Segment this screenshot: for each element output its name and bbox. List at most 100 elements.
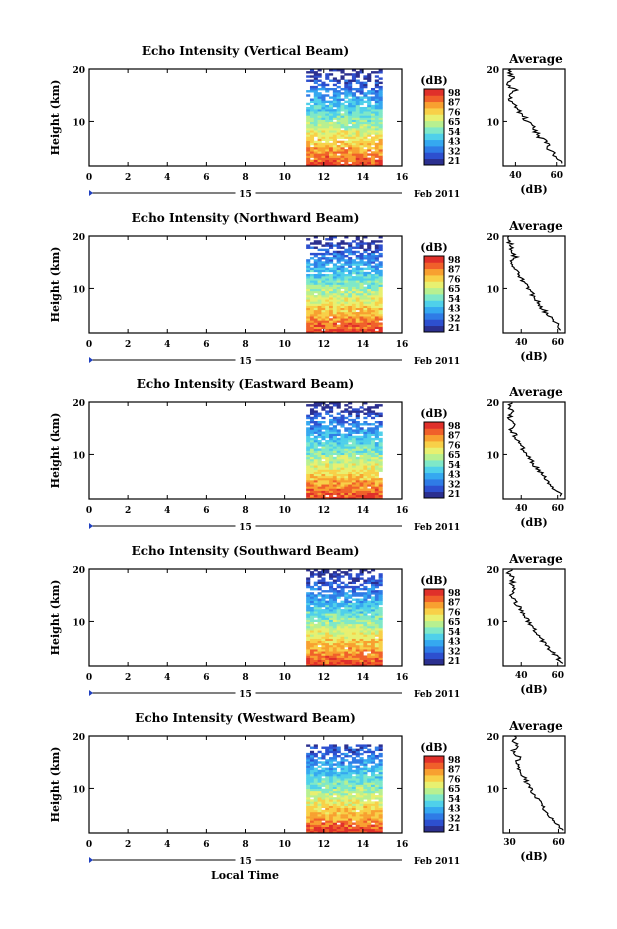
heatmap-cell xyxy=(348,469,353,472)
heatmap-cell xyxy=(370,769,376,773)
heatmap-cell xyxy=(374,807,379,811)
heatmap-cell xyxy=(378,496,383,500)
heatmap-cell xyxy=(309,625,315,629)
heatmap-cell xyxy=(378,824,383,827)
heatmap-cell xyxy=(329,611,334,614)
heatmap-cell xyxy=(378,433,383,437)
heatmap-cell xyxy=(378,252,383,256)
heatmap-cell xyxy=(321,477,326,481)
heatmap-cell xyxy=(363,604,368,608)
heatmap-cell xyxy=(332,297,337,300)
heatmap-cell xyxy=(306,456,311,460)
heatmap-cell xyxy=(363,316,368,319)
heatmap-cell xyxy=(332,786,337,790)
heatmap-cell xyxy=(336,790,341,794)
heatmap-cell xyxy=(344,602,349,606)
heatmap-cell xyxy=(363,109,368,112)
heatmap-cell xyxy=(313,115,318,118)
heatmap-cell xyxy=(313,288,318,292)
heatmap-cells xyxy=(306,744,383,834)
heatmap-cell xyxy=(370,276,376,279)
heatmap-cell xyxy=(336,328,341,332)
heatmap-cell xyxy=(313,826,318,830)
heatmap-cell xyxy=(355,242,360,245)
heatmap-cell xyxy=(363,628,368,631)
heatmap-cell xyxy=(374,450,379,453)
heatmap-cell xyxy=(378,653,383,656)
heatmap-cell xyxy=(306,477,311,481)
heatmap-cell xyxy=(359,98,364,101)
heatmap-cell xyxy=(344,408,349,411)
heatmap-cell xyxy=(351,778,357,781)
heatmap-cell xyxy=(340,263,345,266)
heatmap-cell xyxy=(348,625,353,629)
heatmap-cell xyxy=(325,269,330,273)
heatmap-cell xyxy=(355,630,360,633)
heatmap-cell xyxy=(363,254,368,258)
heatmap-cell xyxy=(367,242,372,245)
heatmap-cell xyxy=(321,577,326,580)
heatmap-cell xyxy=(363,488,368,491)
colorbar-tick-label: 76 xyxy=(448,608,461,618)
heatmap-cell xyxy=(321,286,326,290)
colorbar-swatch xyxy=(424,800,444,808)
heatmap-cell xyxy=(355,324,360,327)
heatmap-cell xyxy=(351,463,357,466)
heatmap-cell xyxy=(329,632,334,635)
heatmap-cell xyxy=(374,467,379,470)
heatmap-cell xyxy=(344,92,349,95)
heatmap-cell xyxy=(309,121,315,125)
heatmap-cell xyxy=(359,263,364,266)
profile-frame xyxy=(502,568,566,667)
heatmap-cell xyxy=(309,621,315,625)
heatmap-cell xyxy=(374,621,379,625)
heatmap-cell xyxy=(374,763,379,766)
heatmap-cell xyxy=(363,324,368,327)
heatmap-cell xyxy=(325,303,330,306)
heatmap-cell xyxy=(344,490,349,493)
heatmap-cell xyxy=(370,314,376,317)
heatmap-cell xyxy=(378,448,383,451)
heatmap-cell xyxy=(332,113,337,116)
heatmap-cell xyxy=(332,647,337,650)
heatmap-cell xyxy=(348,655,353,658)
heatmap-cell xyxy=(336,816,341,819)
heatmap-cell xyxy=(336,621,341,625)
colorbar-tick-label: 32 xyxy=(448,480,461,490)
x-tick-label: 6 xyxy=(203,673,209,683)
heatmap-cell xyxy=(306,744,311,747)
heatmap-cell xyxy=(355,771,360,775)
heatmap-cell xyxy=(336,452,341,456)
heatmap-cell xyxy=(374,795,379,798)
heatmap-cell xyxy=(348,609,353,612)
heatmap-cell xyxy=(336,480,341,483)
heatmap-cell xyxy=(348,594,353,597)
heatmap-cell xyxy=(370,625,376,629)
heatmap-cell xyxy=(374,303,379,306)
heatmap-cell xyxy=(340,273,345,277)
heatmap-cell xyxy=(336,773,341,777)
heatmap-cell xyxy=(359,761,364,764)
heatmap-cell xyxy=(332,278,337,281)
x-tick-label: 0 xyxy=(86,173,92,183)
heatmap-cell xyxy=(332,309,337,313)
heatmap-cell xyxy=(348,259,353,262)
heatmap-cells xyxy=(306,69,383,167)
heatmap-cell xyxy=(340,309,345,313)
colorbar-tick-label: 43 xyxy=(448,471,461,481)
heatmap-cell xyxy=(348,128,353,131)
heatmap-cell xyxy=(306,828,311,832)
colorbar-tick-label: 32 xyxy=(448,147,461,157)
heatmap-cell xyxy=(306,822,311,825)
heatmap-cell xyxy=(378,284,383,287)
heatmap-cell xyxy=(351,104,357,108)
heatmap-cell xyxy=(313,634,318,637)
heatmap-cell xyxy=(344,263,349,266)
heatmap-cell xyxy=(317,480,322,483)
heatmap-cell xyxy=(306,814,311,817)
heatmap-cell xyxy=(332,109,337,112)
heatmap-cell xyxy=(367,571,372,574)
heatmap-cell xyxy=(359,488,364,491)
heatmap-cell xyxy=(378,788,383,792)
heatmap-cell xyxy=(359,87,364,91)
